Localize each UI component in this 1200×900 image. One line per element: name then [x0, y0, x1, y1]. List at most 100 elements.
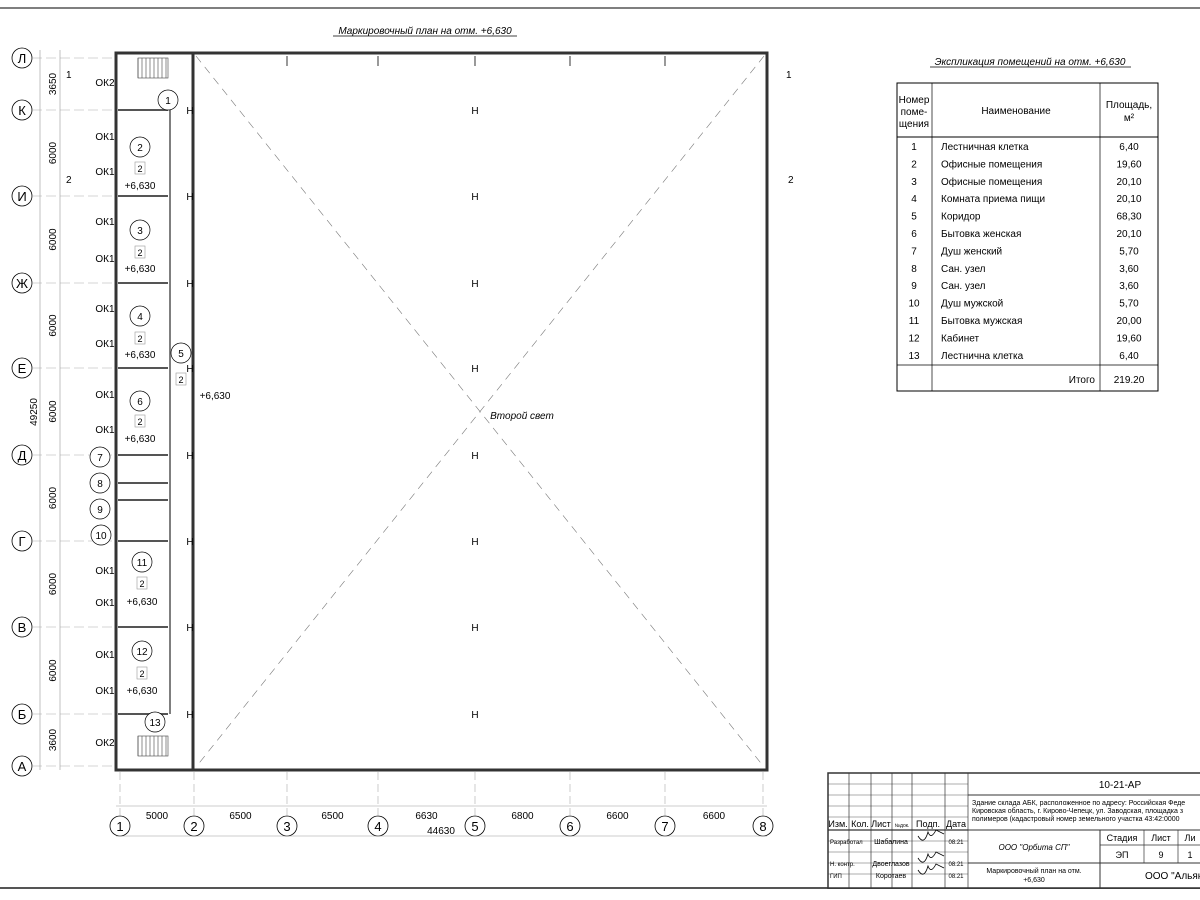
floor-tag-box — [134, 414, 146, 428]
row-number: 9 — [911, 281, 917, 292]
header-number: поме- — [901, 107, 928, 118]
floor-tag: 2 — [137, 417, 142, 427]
row-name: Кабинет — [941, 332, 979, 344]
floor-tag-box — [134, 245, 146, 259]
second-light-diagonal — [195, 55, 765, 768]
row-area: 5,70 — [1119, 246, 1139, 257]
object-description: полимеров (кадастровый номер земельного … — [972, 815, 1180, 823]
title-block-col-header: №док. — [895, 823, 910, 829]
room-number: 9 — [97, 505, 103, 516]
floor-tag-box — [136, 576, 148, 590]
table-border — [896, 82, 1159, 392]
sheet-title: Маркировочный план на отм. — [986, 867, 1081, 875]
level-tag: +6,630 — [127, 597, 158, 608]
room-number-bubble — [157, 89, 179, 111]
row-area: 20,10 — [1116, 229, 1141, 240]
person-role: ГИП — [830, 874, 842, 880]
col-dim-label: 6600 — [703, 811, 726, 822]
row-area: 5,70 — [1119, 299, 1139, 310]
row-number: 3 — [911, 177, 917, 188]
column-h-mark: H — [471, 623, 478, 634]
row-dim-label: 6000 — [48, 572, 59, 595]
row-name: Бытовка женская — [941, 229, 1021, 240]
floor-tag: 2 — [137, 248, 142, 258]
window-label: ОК2 — [95, 78, 115, 89]
sign-date: 08.21 — [948, 862, 964, 868]
row-axis-label: Д — [18, 448, 27, 463]
col-axis-label: 2 — [190, 819, 197, 834]
header-number: щения — [899, 119, 929, 130]
row-dim-label: 6000 — [48, 141, 59, 164]
level-tag: +6,630 — [127, 686, 158, 697]
col-total-dim-label: 44630 — [427, 826, 455, 837]
room-number: 4 — [137, 312, 143, 323]
col-axis-label: 7 — [661, 819, 668, 834]
col-dim-label: 6600 — [606, 811, 629, 822]
window-label: ОК1 — [95, 425, 115, 436]
row-area: 68,30 — [1116, 212, 1141, 223]
floor-tag: 2 — [139, 669, 144, 679]
object-description: Кировская область, г. Кирово-Чепецк, ул.… — [972, 807, 1183, 815]
row-axis-label: Е — [18, 361, 27, 376]
window-label: ОК1 — [95, 566, 115, 577]
title-block-col-header: Дата — [946, 819, 966, 829]
row-dim-label: 6000 — [48, 400, 59, 423]
total-label: Итого — [1069, 375, 1096, 386]
floor-tag-box — [134, 331, 146, 345]
level-tag: +6,630 — [200, 391, 231, 402]
row-dim-label: 3650 — [48, 72, 59, 95]
window-label: ОК1 — [95, 132, 115, 143]
room-number-bubble — [89, 472, 111, 494]
row-area: 19,60 — [1116, 333, 1141, 344]
window-label: ОК1 — [95, 254, 115, 265]
stage-value: 9 — [1158, 850, 1163, 860]
window-label: ОК2 — [95, 738, 115, 749]
floor-tag: 2 — [137, 334, 142, 344]
title-block-col-header: Лист — [871, 819, 891, 829]
row-dim-label: 3600 — [48, 728, 59, 751]
floor-tag: 2 — [137, 164, 142, 174]
room-number-bubble — [170, 342, 192, 364]
row-number: 5 — [911, 212, 917, 223]
column-h-mark: H — [471, 106, 478, 117]
row-axis-label: Ж — [16, 276, 28, 291]
sign-date: 08.21 — [948, 840, 964, 846]
column-h-mark: H — [186, 106, 193, 117]
row-number: 2 — [911, 159, 917, 170]
floor-plan: Маркировочный план на отм. +6,630 Второй… — [11, 26, 794, 837]
room-number: 5 — [178, 349, 184, 360]
window-label: ОК1 — [95, 650, 115, 661]
room-number-bubble — [129, 390, 151, 412]
row-number: 6 — [911, 229, 917, 240]
signature — [917, 829, 945, 841]
room-number-bubble — [131, 551, 153, 573]
room-number: 6 — [137, 397, 143, 408]
floor-tag-box — [134, 161, 146, 175]
client-org: ООО "Альянс — [1145, 871, 1200, 882]
sign-date: 08.21 — [948, 874, 964, 880]
col-axis-label: 4 — [374, 819, 381, 834]
header-number: Номер — [899, 95, 930, 106]
room-number-bubble — [90, 524, 112, 546]
row-name: Офисные помещения — [941, 176, 1042, 188]
stair-flight — [137, 735, 169, 757]
row-dim-label: 6000 — [48, 659, 59, 682]
column-h-mark: H — [186, 451, 193, 462]
column-h-mark: H — [471, 192, 478, 203]
person-name: Шабалина — [874, 838, 908, 846]
second-light-label: Второй свет — [490, 411, 554, 422]
room-number-bubble — [89, 446, 111, 468]
row-number: 10 — [908, 299, 920, 310]
column-h-mark: H — [471, 451, 478, 462]
room-number: 11 — [137, 558, 148, 569]
col-axis-label: 8 — [759, 819, 766, 834]
room-number: 10 — [95, 531, 107, 542]
level-tag: +6,630 — [125, 181, 156, 192]
room-number: 13 — [149, 718, 161, 729]
window-label: ОК1 — [95, 686, 115, 697]
sheet-title: +6,630 — [1023, 877, 1045, 884]
room-number: 12 — [136, 647, 148, 658]
floor-tag-box — [136, 666, 148, 680]
col-axis-label: 1 — [116, 819, 123, 834]
